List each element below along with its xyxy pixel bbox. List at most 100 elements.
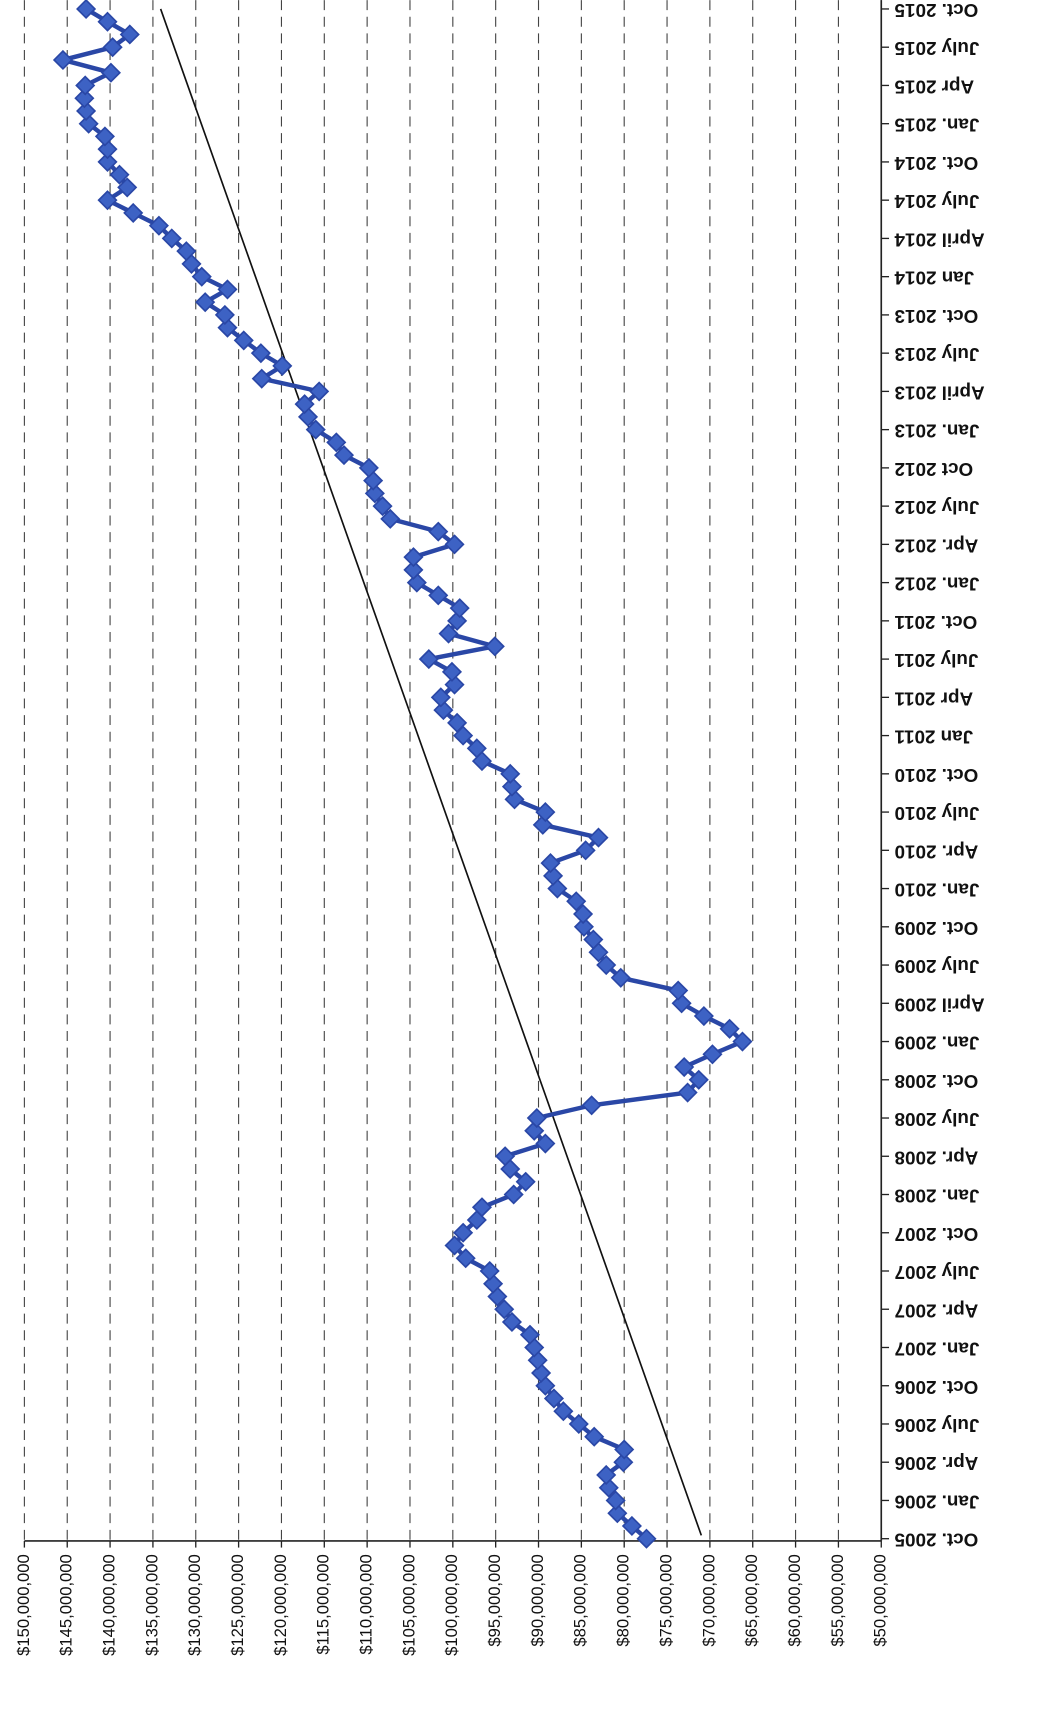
- data-point: [553, 1401, 574, 1422]
- data-point: [495, 1146, 516, 1167]
- category-label: Jan. 2010: [895, 880, 980, 901]
- data-point: [441, 661, 463, 682]
- value-tick-label: $90,000,000: [528, 1554, 547, 1646]
- data-point: [613, 1452, 634, 1473]
- value-tick-label: $120,000,000: [271, 1554, 290, 1656]
- category-label: Jan 2011: [895, 727, 974, 748]
- data-point: [97, 11, 118, 32]
- data-point: [575, 840, 596, 861]
- data-point: [364, 483, 385, 504]
- category-label: Jan. 2015: [895, 115, 980, 136]
- category-label: July 2010: [895, 803, 980, 824]
- data-point: [333, 445, 355, 466]
- trend-line: [159, 8, 703, 1536]
- data-point: [97, 151, 118, 172]
- data-point: [326, 432, 347, 453]
- category-label: Jan. 2007: [895, 1339, 980, 1360]
- data-point: [97, 190, 118, 211]
- data-point: [74, 88, 95, 109]
- data-point: [526, 1107, 547, 1129]
- data-point: [233, 330, 254, 351]
- data-point: [250, 343, 271, 364]
- data-point: [294, 394, 315, 415]
- value-tick-label: $145,000,000: [57, 1554, 76, 1656]
- value-tick-label: $105,000,000: [399, 1554, 418, 1656]
- category-label: July 2006: [895, 1415, 980, 1436]
- data-point: [372, 496, 393, 517]
- data-point: [102, 37, 123, 58]
- category-label: April 2009: [895, 994, 985, 1015]
- category-label: Oct. 2009: [895, 918, 979, 939]
- data-point: [214, 304, 235, 325]
- value-tick-label: $150,000,000: [14, 1554, 33, 1656]
- data-point: [519, 1324, 540, 1345]
- data-point: [621, 1515, 642, 1536]
- data-point: [484, 636, 505, 657]
- data-point: [588, 827, 609, 848]
- value-tick-label: $75,000,000: [656, 1554, 675, 1646]
- data-point: [444, 534, 465, 555]
- data-point: [119, 24, 140, 45]
- data-point: [515, 1171, 536, 1192]
- data-point: [148, 215, 169, 236]
- data-point: [605, 1490, 626, 1511]
- category-label: Oct. 2011: [895, 612, 978, 633]
- value-tick-label: $70,000,000: [699, 1554, 718, 1646]
- data-point: [358, 457, 379, 478]
- data-point: [428, 521, 449, 542]
- data-point: [668, 980, 689, 1001]
- data-point: [444, 1235, 465, 1256]
- data-point: [94, 126, 115, 147]
- category-label: Oct. 2010: [895, 765, 979, 786]
- category-label: Oct. 2006: [895, 1377, 979, 1398]
- data-point: [535, 802, 556, 823]
- data-point: [251, 368, 272, 389]
- data-point: [97, 139, 118, 160]
- category-label: Oct 2012: [895, 459, 974, 480]
- data-point: [677, 1082, 698, 1103]
- data-point: [305, 419, 326, 440]
- data-point: [309, 381, 330, 402]
- category-label: Apr 2015: [895, 76, 975, 97]
- data-point: [543, 865, 564, 886]
- data-point: [500, 763, 521, 784]
- data-point: [610, 967, 631, 988]
- data-point: [535, 1133, 556, 1154]
- data-point: [76, 100, 97, 121]
- category-label: Oct. 2007: [895, 1224, 979, 1245]
- category-label: Apr. 2010: [895, 841, 979, 862]
- data-point: [380, 508, 401, 529]
- category-label: July 2012: [895, 497, 980, 518]
- data-point: [540, 853, 561, 874]
- data-point: [123, 202, 144, 223]
- data-point: [438, 623, 459, 644]
- data-point: [195, 292, 216, 313]
- data-point: [418, 649, 439, 670]
- data-point: [217, 279, 238, 300]
- value-tick-label: $50,000,000: [871, 1554, 890, 1646]
- data-point: [466, 738, 487, 759]
- data-point: [702, 1044, 723, 1065]
- value-tick-label: $130,000,000: [185, 1554, 204, 1656]
- data-point: [494, 1299, 515, 1320]
- data-point: [447, 610, 468, 631]
- data-point: [674, 1056, 695, 1078]
- category-label: Apr. 2006: [895, 1453, 979, 1474]
- data-point: [428, 585, 449, 606]
- data-point: [471, 1197, 493, 1218]
- data-point: [100, 62, 121, 83]
- category-label: Jan. 2006: [895, 1491, 980, 1512]
- data-point: [581, 1095, 602, 1116]
- value-tick-label: $100,000,000: [442, 1554, 461, 1656]
- data-point: [584, 1426, 605, 1447]
- data-point: [78, 113, 99, 134]
- data-point: [455, 1248, 476, 1269]
- data-point: [573, 916, 594, 937]
- data-point: [598, 1477, 619, 1498]
- category-label: July 2014: [894, 191, 979, 212]
- value-tick-label: $95,000,000: [485, 1554, 504, 1646]
- data-point: [532, 814, 553, 835]
